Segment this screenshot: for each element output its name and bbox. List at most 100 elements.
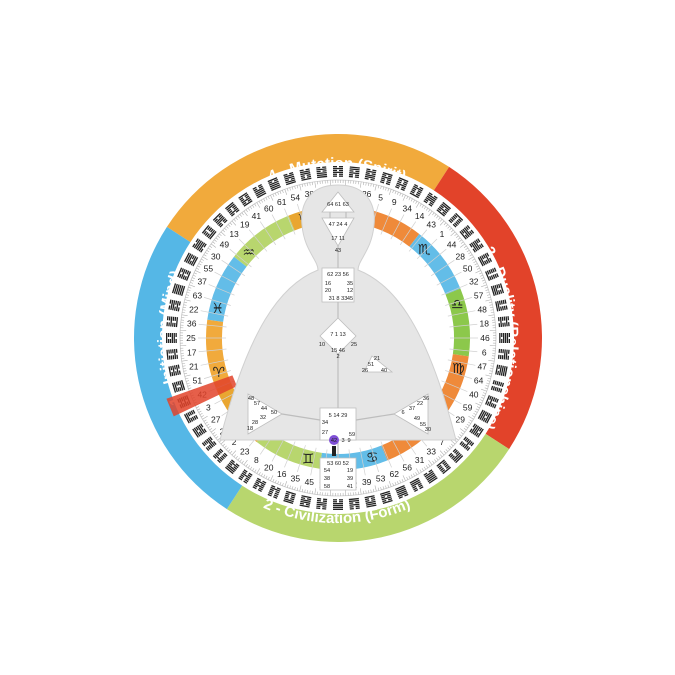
bodygraph-gate-number: 43 — [335, 248, 341, 254]
bodygraph-gate-number: 41 — [347, 484, 353, 490]
hexagram-icon — [485, 395, 499, 409]
tick-mark — [184, 372, 188, 375]
tick-mark — [484, 286, 488, 289]
tick-mark — [374, 485, 377, 492]
tick-mark — [233, 219, 237, 222]
bodygraph-gate-number: 49 — [414, 416, 420, 422]
hexagram-icon — [183, 252, 199, 267]
tick-mark — [284, 189, 288, 195]
hexagram-icon — [252, 477, 267, 493]
tick-mark — [397, 481, 399, 485]
spoke-line — [284, 208, 296, 235]
tick-mark — [185, 380, 190, 382]
tick-mark — [438, 217, 441, 221]
tick-mark — [235, 455, 238, 459]
tick-mark — [231, 450, 237, 456]
tick-mark — [459, 428, 466, 433]
bodygraph-gate-number: 20 — [325, 288, 331, 294]
tick-mark — [387, 188, 390, 192]
hexagram-icon — [436, 201, 451, 217]
tick-mark — [254, 469, 257, 473]
tick-mark — [482, 394, 486, 397]
tick-mark — [475, 265, 479, 268]
tick-mark — [450, 443, 454, 447]
tick-mark — [485, 374, 492, 377]
tick-mark — [265, 475, 268, 479]
spoke-line — [284, 441, 296, 468]
tick-mark — [372, 184, 375, 188]
tick-mark — [408, 475, 411, 479]
zodiac-icon: ♈ — [213, 365, 226, 381]
bodygraph-gate-number: 21 — [374, 356, 380, 362]
spoke-line — [408, 229, 428, 252]
gate-number: 34 — [403, 203, 413, 213]
tick-mark — [415, 472, 418, 475]
tick-mark — [205, 421, 208, 424]
hexagram-icon — [380, 171, 393, 186]
tick-mark — [203, 419, 207, 422]
bodygraph-gate-number: 55 — [420, 422, 426, 428]
hexagram-icon — [469, 238, 484, 253]
tick-mark — [385, 485, 387, 489]
quarter-ring — [133, 133, 542, 542]
hexagram-icon — [364, 495, 377, 508]
spoke-line — [380, 208, 392, 235]
spoke-line — [238, 238, 260, 260]
gate-number: 41 — [252, 211, 262, 221]
tick-mark — [447, 447, 450, 450]
gate-number: 14 — [415, 211, 425, 221]
tick-mark — [184, 374, 191, 377]
tick-mark — [203, 254, 207, 257]
tick-mark — [449, 227, 452, 231]
bodygraph-gate-number: 51 — [368, 362, 374, 368]
hexagram-icon — [201, 225, 217, 240]
hexagram-icon — [225, 459, 240, 475]
tick-mark — [439, 219, 443, 222]
quarter-segment — [433, 166, 542, 450]
hexagram-icon — [497, 348, 510, 360]
tick-mark — [286, 484, 289, 488]
gate-number: 57 — [474, 290, 484, 300]
tick-mark — [229, 222, 233, 226]
tick-mark — [425, 207, 429, 211]
tick-mark — [468, 415, 474, 420]
hexagram-icon — [201, 436, 217, 451]
tick-mark — [380, 185, 382, 190]
tick-mark — [476, 406, 480, 409]
gate-number: 16 — [277, 469, 287, 479]
tick-mark — [488, 372, 492, 375]
hexagram-icon — [348, 497, 360, 510]
tick-mark — [463, 245, 467, 248]
tick-mark — [258, 472, 261, 475]
tick-mark — [385, 187, 387, 191]
tick-mark — [399, 192, 402, 196]
tick-mark — [306, 182, 309, 187]
tick-mark — [475, 402, 481, 406]
gate-number: 46 — [480, 333, 490, 343]
tick-mark — [466, 423, 470, 427]
tick-mark — [457, 237, 461, 240]
tick-mark — [184, 301, 188, 304]
tick-mark — [474, 263, 478, 266]
bodygraph-gate-number: 19 — [347, 468, 353, 474]
tick-mark — [260, 473, 263, 477]
throat-center — [321, 267, 355, 303]
hexagram-icon — [333, 166, 343, 177]
gate-number: 3 — [206, 402, 211, 412]
tick-mark — [463, 428, 467, 431]
tick-mark — [436, 215, 439, 219]
tick-mark — [227, 224, 231, 227]
tick-mark — [279, 482, 282, 486]
bodygraph-gate-number: 48 — [248, 396, 254, 402]
tick-mark — [284, 481, 288, 487]
tick-mark — [406, 476, 409, 480]
hexagram-icon — [448, 212, 464, 228]
tick-mark — [301, 488, 304, 492]
tick-mark — [291, 186, 294, 190]
tick-mark — [365, 182, 367, 186]
bodygraph-gate-number: 3 — [341, 438, 344, 444]
hexagram-icon — [168, 364, 181, 377]
tick-mark — [490, 309, 494, 311]
bodygraph-gate-number: 12 — [347, 288, 353, 294]
